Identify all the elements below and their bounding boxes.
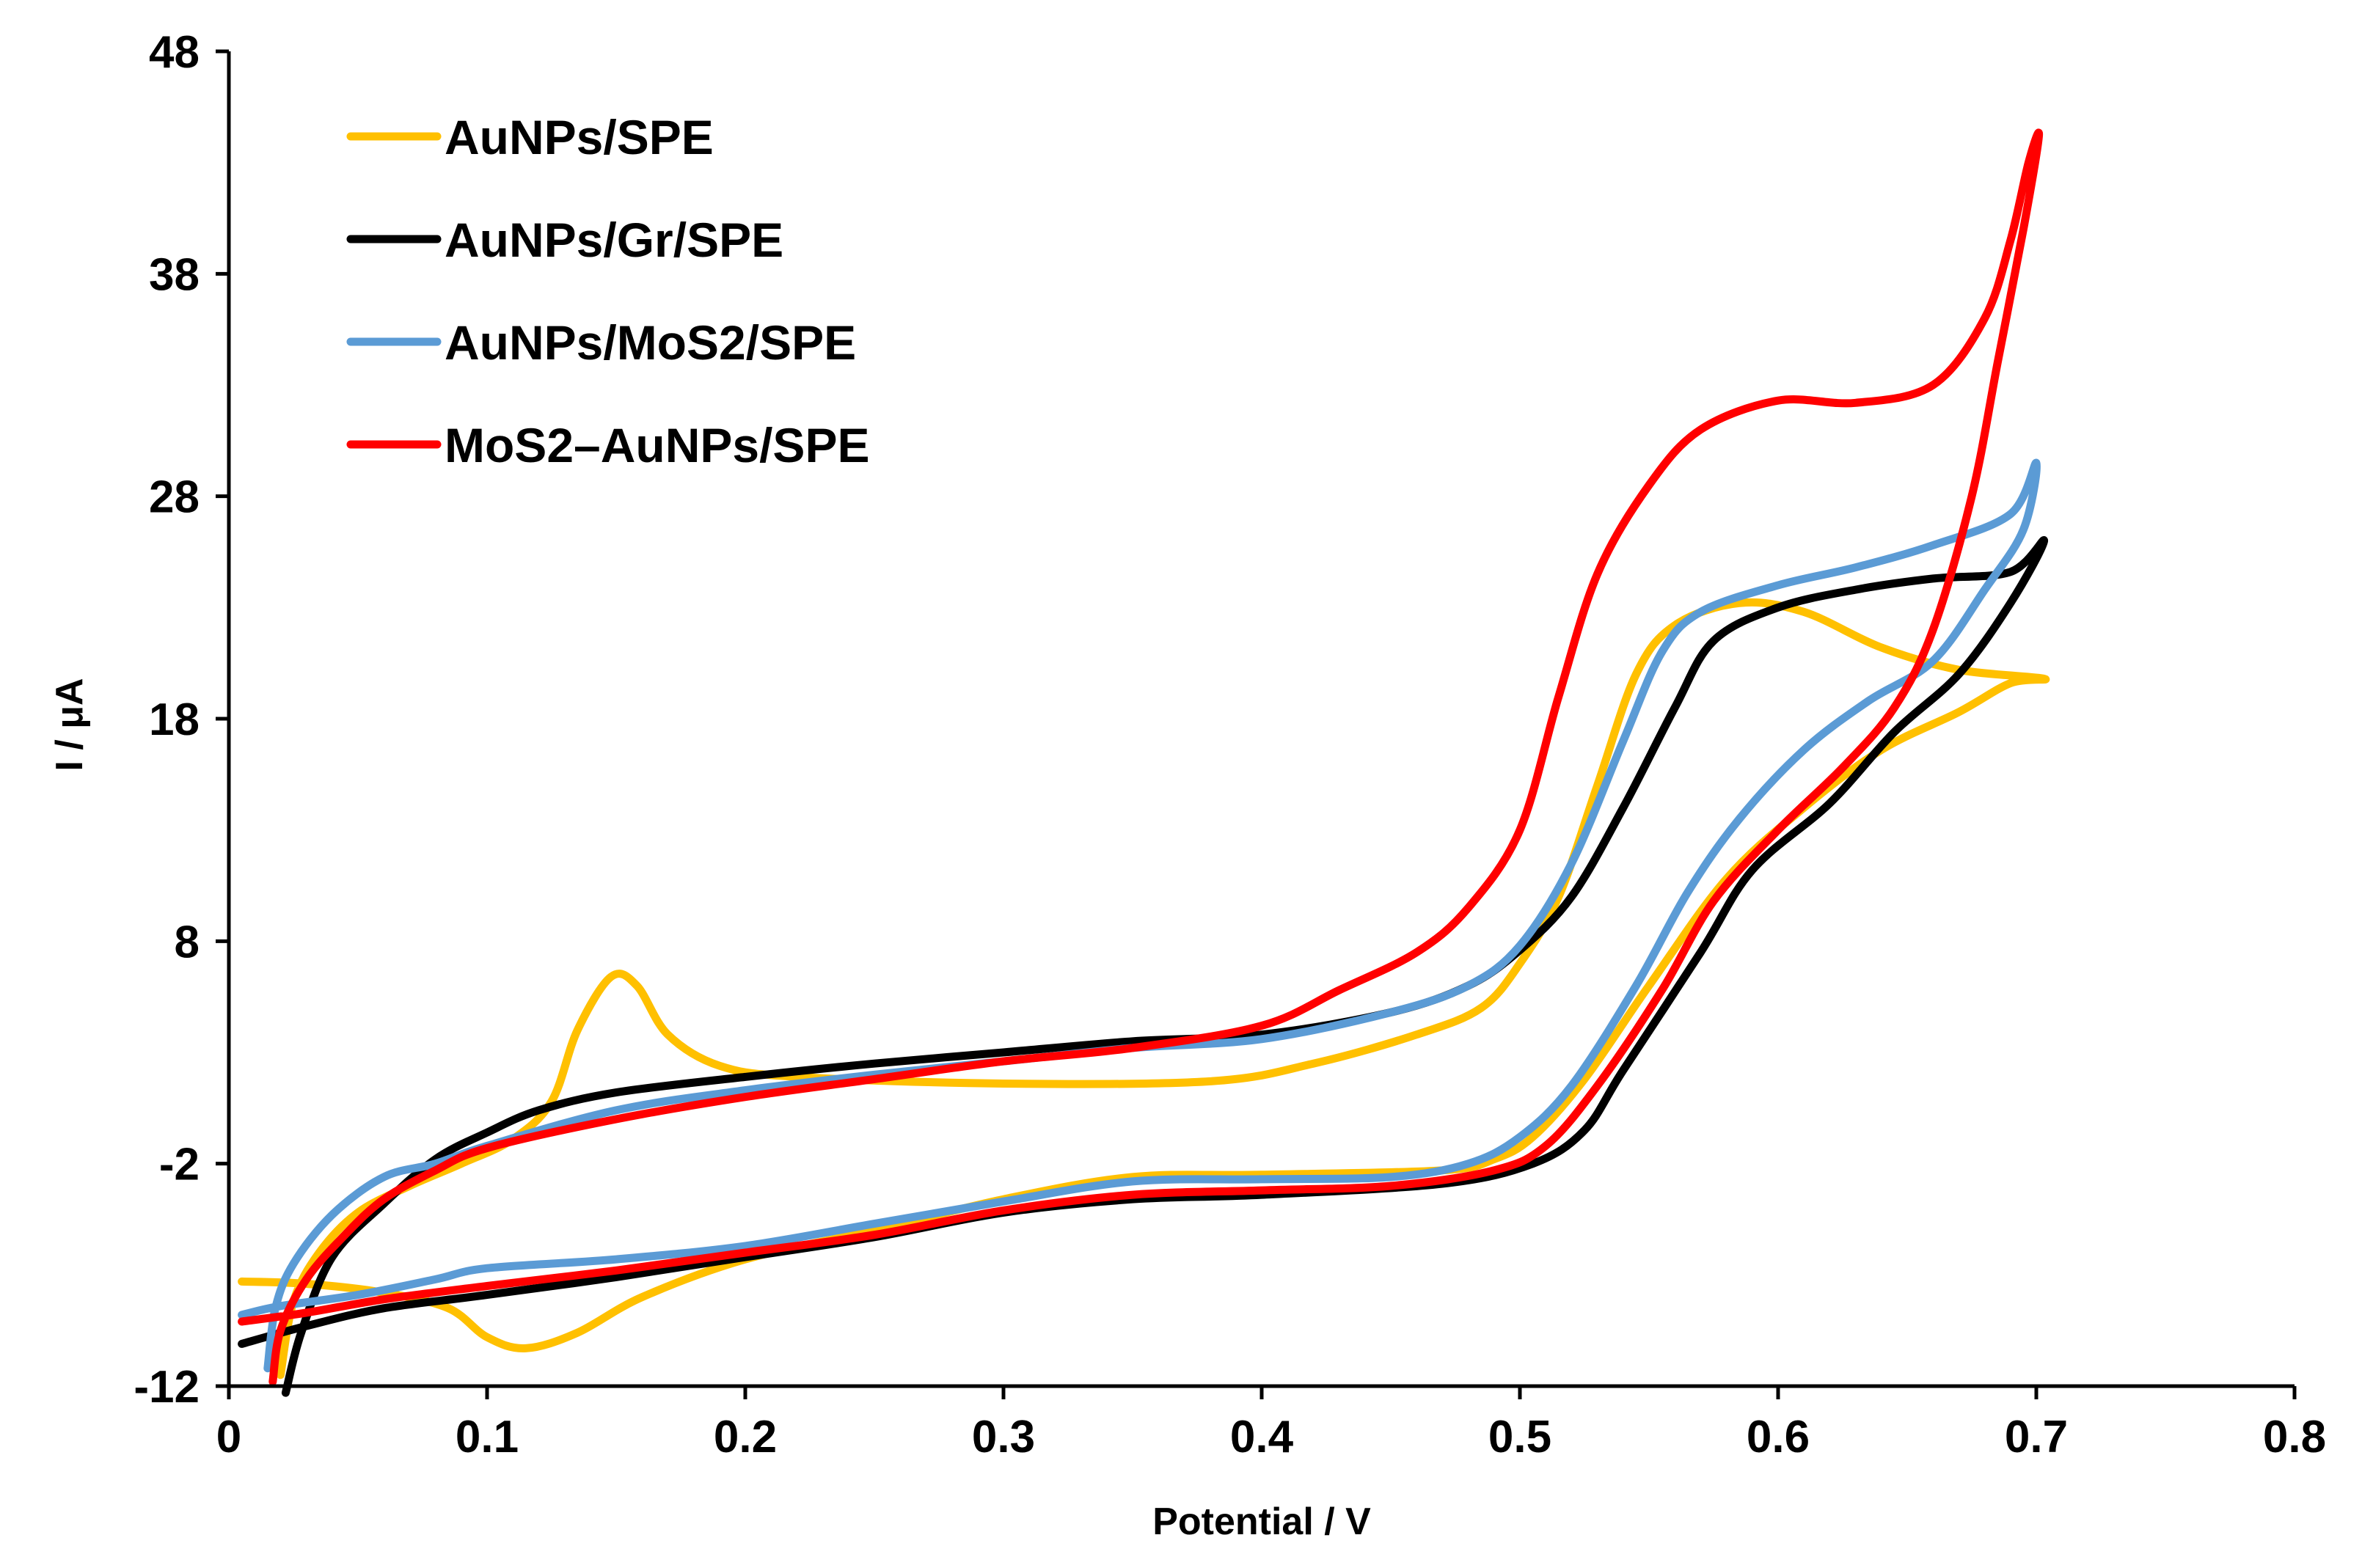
y-tick-label: 28	[149, 472, 200, 523]
x-tick-label: 0.5	[1488, 1412, 1551, 1462]
x-tick-label: 0.7	[2005, 1412, 2068, 1462]
x-tick-label: 0.1	[456, 1412, 519, 1462]
y-tick-label: -2	[159, 1140, 200, 1190]
x-tick-label: 0	[216, 1412, 241, 1462]
y-tick-label: 18	[149, 695, 200, 745]
x-axis-title: Potential / V	[1152, 1501, 1371, 1543]
axes	[216, 49, 2297, 1399]
x-tick-label: 0.6	[1747, 1412, 1810, 1462]
x-tick-label: 0.3	[972, 1412, 1035, 1462]
series-line-aunps-spe	[238, 598, 2050, 1380]
legend-label-mos2-aunps-spe: MoS2–AuNPs/SPE	[445, 418, 870, 472]
legend-label-aunps-mos2-spe: AuNPs/MoS2/SPE	[445, 315, 856, 370]
series-line-aunps-mos2-spe	[238, 458, 2041, 1373]
y-tick-label: 48	[149, 27, 200, 78]
y-tick-label: 8	[175, 917, 200, 967]
legend-label-aunps-gr-spe: AuNPs/Gr/SPE	[445, 213, 783, 267]
x-tick-label: 0.4	[1230, 1412, 1294, 1462]
legend-label-aunps-spe: AuNPs/SPE	[445, 110, 714, 164]
x-tick-label: 0.8	[2263, 1412, 2326, 1462]
series-curves	[238, 128, 2050, 1397]
y-tick-label: 38	[149, 249, 200, 300]
legend: AuNPs/SPE AuNPs/Gr/SPE AuNPs/MoS2/SPE MoS2–…	[346, 110, 870, 472]
x-tick-label: 0.2	[714, 1412, 777, 1462]
tick-labels: -12 -2 8 18 28 38 48 0 0.1 0.2 0.3 0.4 0.5 0.6 0.7 0.8	[134, 27, 2326, 1462]
y-tick-label: -12	[134, 1362, 200, 1413]
series-line-mos2-aunps-spe	[238, 128, 2044, 1386]
y-axis-title: I / μA	[48, 678, 91, 771]
